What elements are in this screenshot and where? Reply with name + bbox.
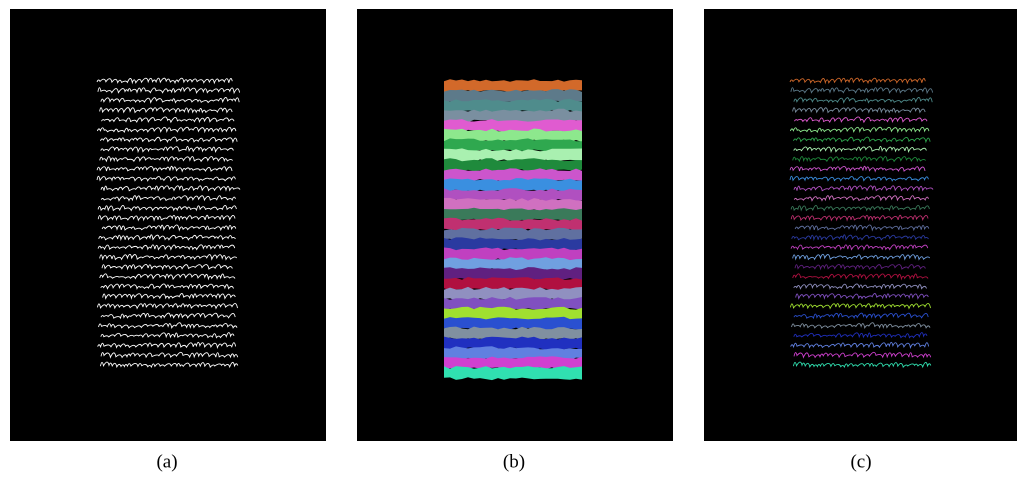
caption: (b) bbox=[503, 451, 525, 472]
caption: (c) bbox=[850, 451, 871, 472]
caption: (a) bbox=[156, 451, 177, 472]
segment-band bbox=[444, 366, 582, 380]
figure: (a) (b) (c) bbox=[0, 0, 1019, 479]
panel-b-segments bbox=[444, 79, 582, 380]
segment-band bbox=[444, 208, 582, 222]
page: (a) (b) (c) (() => { const data = JSON.p… bbox=[0, 0, 1019, 479]
